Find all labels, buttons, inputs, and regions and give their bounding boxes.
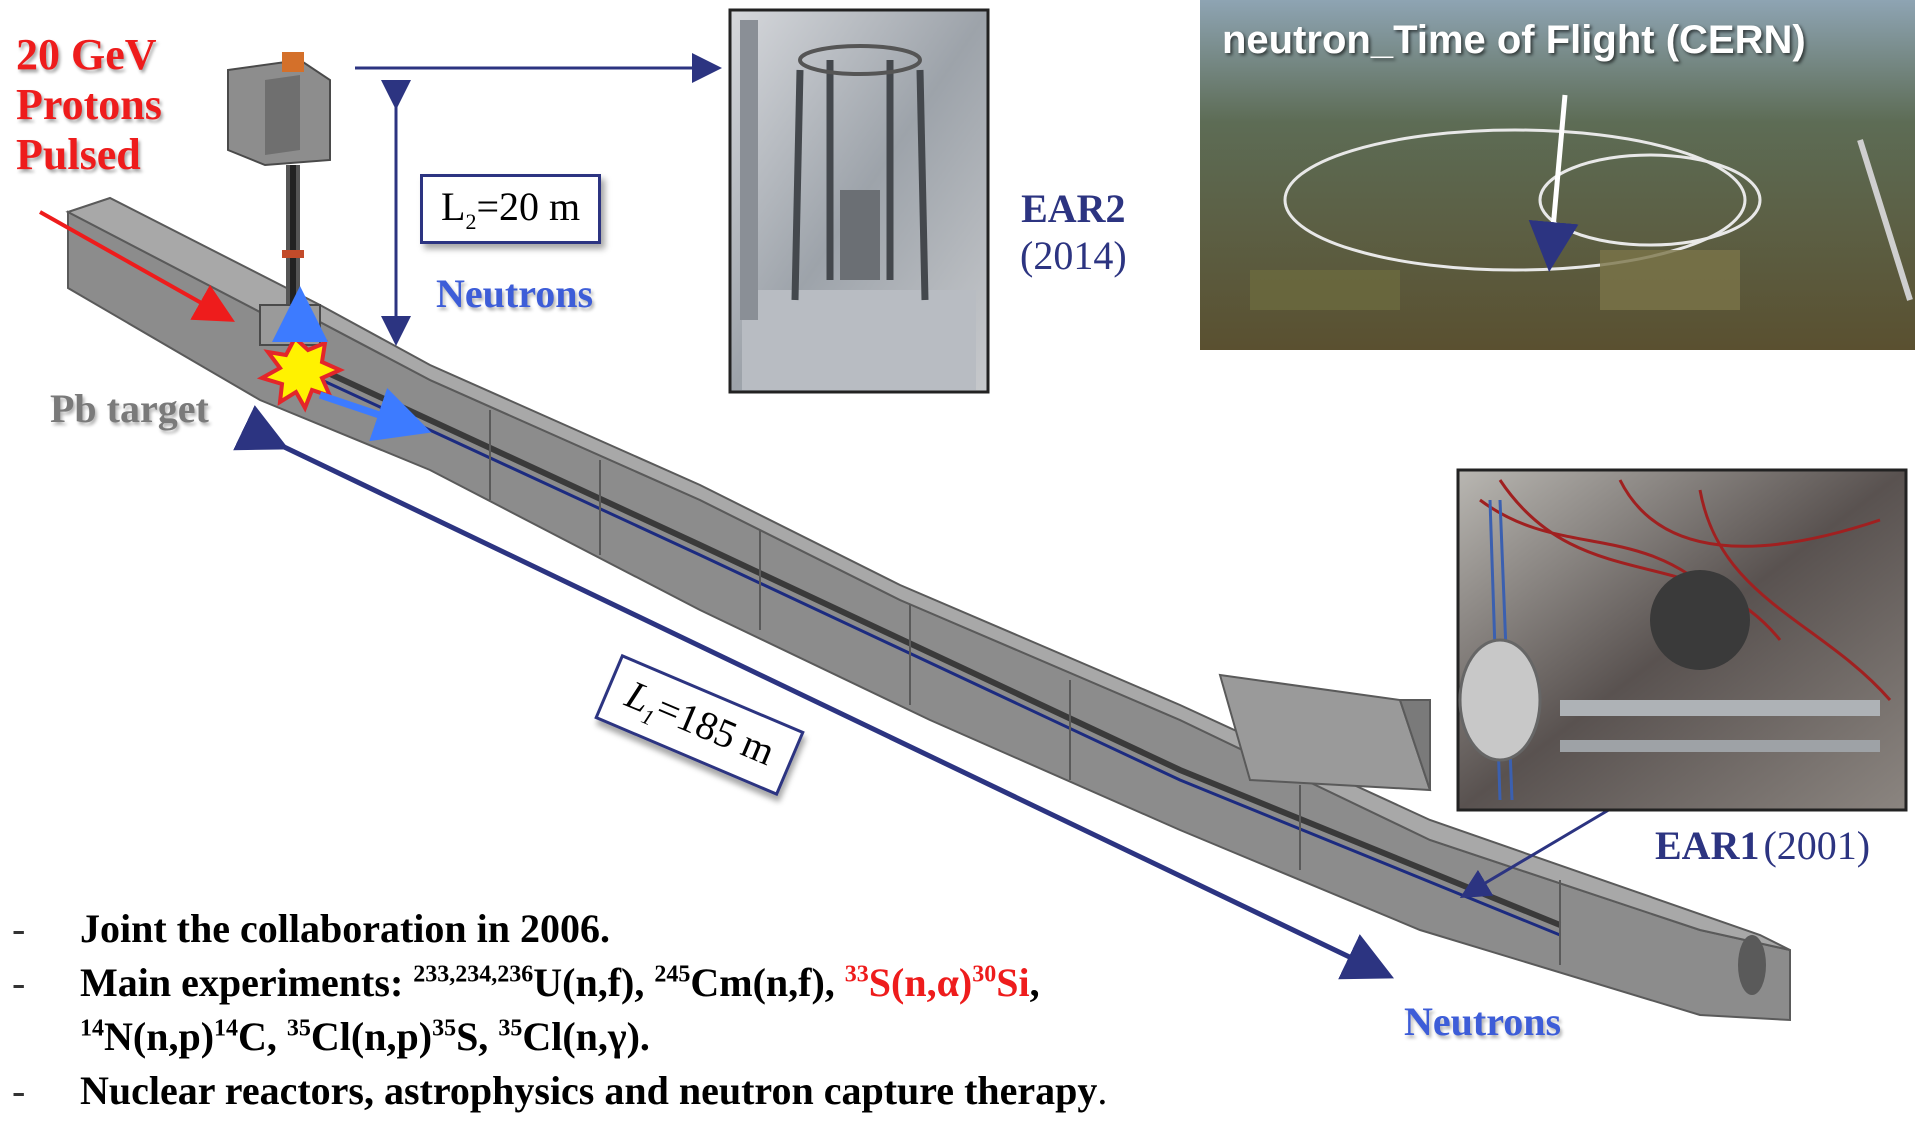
l1-distance-arrow — [233, 405, 1395, 980]
proton-beam-arrow — [39, 210, 235, 322]
ear1-pointer-arrow — [1459, 806, 1613, 899]
ear2-label: EAR2 (2014) — [1020, 186, 1127, 278]
cern-location-arrow — [1528, 94, 1579, 272]
ear1-photo — [1456, 468, 1908, 812]
cern-aerial-photo — [1200, 0, 1915, 350]
bullet-item-experiments-continued: 14N(n,p)14C, 35Cl(n,p)35S, 35Cl(n,γ). — [80, 1014, 650, 1059]
neutrons-label-bottom: Neutrons — [1404, 999, 1562, 1044]
proton-beam-label: 20 GeV Protons Pulsed — [16, 30, 162, 179]
l2-distance-label: L2=20 m — [420, 174, 602, 244]
ear1-label: EAR1 (2001) — [1655, 823, 1871, 868]
ear2-photo — [728, 8, 990, 394]
neutrons-label-top: Neutrons — [436, 271, 594, 316]
bullet-item-collaboration: - Joint the collaboration in 2006. — [12, 906, 611, 951]
bullet-item-experiments: - Main experiments: 233,234,236U(n,f), 2… — [12, 960, 1040, 1005]
target-label: Pb target — [50, 386, 209, 431]
bullet-item-applications: - Nuclear reactors, astrophysics and neu… — [12, 1068, 1108, 1113]
bullet-list: - Joint the collaboration in 2006. - Mai… — [12, 902, 1412, 1118]
aerial-title: neutron_Time of Flight (CERN) — [1222, 18, 1806, 62]
